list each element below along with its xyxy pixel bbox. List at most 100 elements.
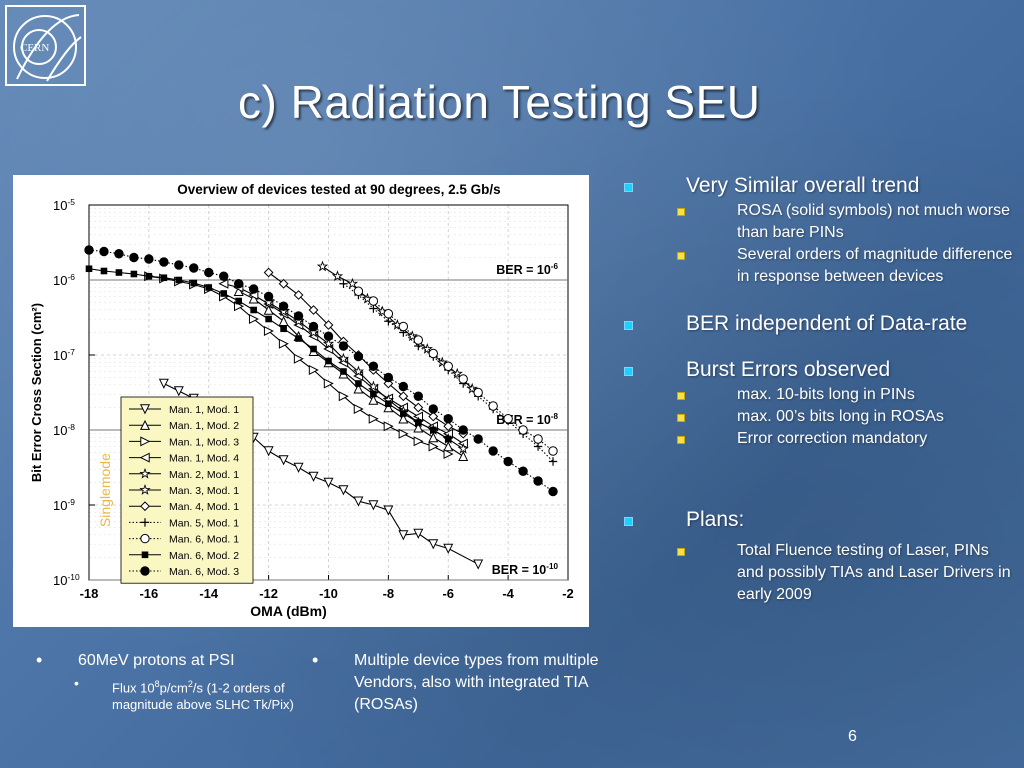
bullet-dot: • xyxy=(74,675,79,691)
sub-bullet-marker xyxy=(677,436,685,444)
data-point xyxy=(458,425,468,435)
data-point xyxy=(398,391,409,402)
data-point xyxy=(367,380,380,392)
data-point xyxy=(337,352,350,364)
data-point xyxy=(308,364,319,376)
bottom-mid-notes: • Multiple device types from multiple Ven… xyxy=(312,650,602,716)
chart-panel: Overview of devices tested at 90 degrees… xyxy=(13,175,589,627)
data-point xyxy=(280,325,287,333)
data-point xyxy=(413,422,424,433)
data-point xyxy=(429,426,437,434)
data-point xyxy=(190,279,198,287)
data-point xyxy=(383,505,394,516)
data-point xyxy=(443,543,454,554)
ber-label: BER = 10-10 xyxy=(492,562,559,577)
data-point xyxy=(262,296,275,308)
data-point xyxy=(248,284,259,294)
data-point xyxy=(265,315,272,323)
data-point xyxy=(85,265,93,273)
data-point xyxy=(205,284,213,291)
data-point xyxy=(368,394,379,405)
data-point xyxy=(353,286,364,296)
data-point xyxy=(428,411,439,422)
right-bullet-list: Very Similar overall trend ROSA (solid s… xyxy=(620,172,1015,606)
data-point xyxy=(100,267,108,275)
legend-label: Man. 6, Mod. 1 xyxy=(169,534,239,546)
data-point xyxy=(263,446,274,457)
data-point xyxy=(292,315,305,327)
data-point xyxy=(368,500,379,511)
legend-marker xyxy=(140,501,150,512)
x-tick-label: -14 xyxy=(199,586,219,601)
data-point xyxy=(503,456,513,467)
legend-marker xyxy=(139,467,151,479)
data-point xyxy=(278,278,289,289)
bullet-ber-independent: BER independent of Data-rate xyxy=(620,310,1015,338)
legend-marker xyxy=(139,484,151,495)
data-point xyxy=(263,267,274,278)
data-point xyxy=(346,277,359,289)
bullet-marker xyxy=(624,517,633,526)
data-point xyxy=(443,361,453,371)
bottom-left-notes: • 60MeV protons at PSI • Flux 108p/cm2/s (… xyxy=(36,650,316,713)
seu-chart: Overview of devices tested at 90 degrees… xyxy=(29,182,574,619)
sub-bullet: ROSA (solid symbols) not much worse than… xyxy=(620,200,1015,244)
legend-label: Man. 1, Mod. 3 xyxy=(169,436,239,448)
data-point xyxy=(383,378,394,389)
y-tick-label: 10-7 xyxy=(53,347,75,363)
sub-bullet-marker xyxy=(677,548,685,556)
singlemode-label: Singlemode xyxy=(97,453,113,527)
data-point xyxy=(308,321,319,332)
data-point xyxy=(84,245,94,255)
x-tick-label: -10 xyxy=(319,586,338,601)
x-tick-label: -2 xyxy=(562,586,574,601)
legend-marker xyxy=(140,518,150,527)
sub-bullet-marker xyxy=(677,208,685,216)
data-point xyxy=(310,345,317,353)
data-point xyxy=(307,326,320,338)
data-point xyxy=(189,263,199,273)
sub-bullet-marker xyxy=(677,414,685,422)
legend-label: Man. 1, Mod. 2 xyxy=(169,420,239,432)
legend-marker xyxy=(139,419,151,430)
data-point xyxy=(457,442,469,454)
data-point xyxy=(323,477,334,488)
data-point xyxy=(338,391,349,402)
data-point xyxy=(548,457,558,466)
y-axis-label: Bit Error Cross Section (cm²) xyxy=(29,303,44,482)
data-point xyxy=(548,486,558,497)
legend-marker xyxy=(140,533,150,544)
data-point xyxy=(293,462,304,473)
legend-label: Man. 4, Mod. 1 xyxy=(169,501,239,513)
data-point xyxy=(322,337,335,349)
legend-marker xyxy=(139,452,150,463)
data-point xyxy=(114,249,124,259)
series-line xyxy=(343,283,554,462)
data-point xyxy=(503,414,513,424)
legend-label: Man. 6, Mod. 3 xyxy=(169,566,239,578)
y-tick-label: 10-9 xyxy=(53,497,75,513)
x-tick-label: -6 xyxy=(442,586,454,601)
data-point xyxy=(353,403,364,415)
page-number: 6 xyxy=(848,728,857,745)
data-point xyxy=(277,305,290,317)
data-point xyxy=(428,441,439,452)
data-point xyxy=(548,446,558,456)
data-point xyxy=(415,419,422,426)
legend-label: Man. 1, Mod. 4 xyxy=(169,453,239,465)
sub-bullet-marker xyxy=(677,392,685,400)
bullet-burst-errors: Burst Errors observed xyxy=(620,356,1015,384)
data-point xyxy=(250,306,257,314)
data-point xyxy=(220,290,228,297)
legend-label: Man. 1, Mod. 1 xyxy=(169,404,239,416)
series-line xyxy=(358,290,554,452)
bullet-protons: • 60MeV protons at PSI xyxy=(36,650,235,670)
bullet-plans: Plans: xyxy=(620,506,1015,534)
data-point xyxy=(383,402,394,413)
legend-label: Man. 5, Mod. 1 xyxy=(169,517,239,529)
data-point xyxy=(533,476,543,486)
data-point xyxy=(443,421,454,432)
data-point xyxy=(518,466,528,476)
data-point xyxy=(398,381,409,392)
data-point xyxy=(204,267,214,278)
